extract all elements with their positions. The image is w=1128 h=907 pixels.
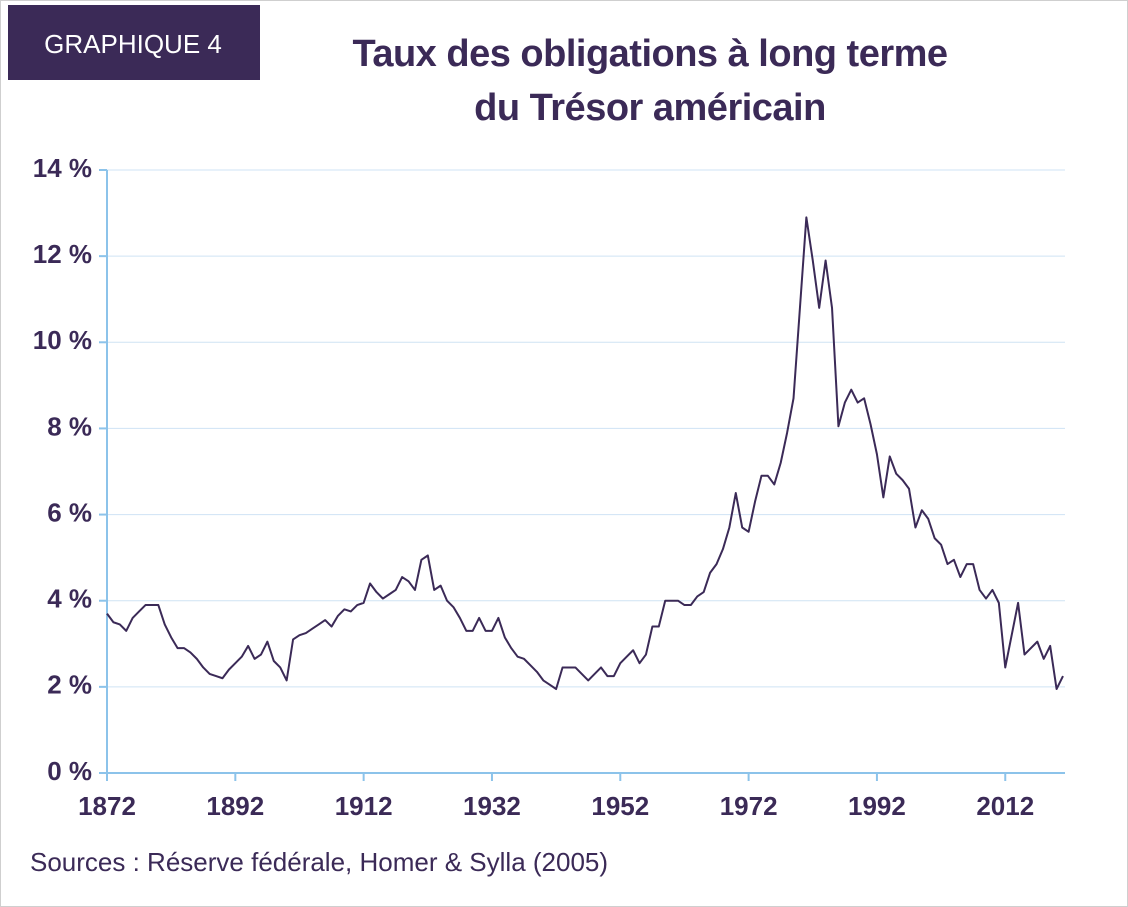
y-tick-label: 6 % bbox=[47, 497, 92, 527]
x-tick-label: 1952 bbox=[591, 791, 649, 821]
source-note: Sources : Réserve fédérale, Homer & Syll… bbox=[30, 847, 608, 877]
y-tick-label: 8 % bbox=[47, 411, 92, 441]
x-tick-label: 1892 bbox=[206, 791, 264, 821]
x-tick-label: 1992 bbox=[848, 791, 906, 821]
chart-title: Taux des obligations à long terme du Tré… bbox=[352, 33, 948, 129]
y-tick-label: 2 % bbox=[47, 670, 92, 700]
y-tick-label: 14 % bbox=[33, 153, 92, 183]
label-box bbox=[8, 5, 260, 80]
y-tick-label: 10 % bbox=[33, 325, 92, 355]
y-tick-label: 12 % bbox=[33, 239, 92, 269]
x-tick-label: 1932 bbox=[463, 791, 521, 821]
data-line bbox=[106, 216, 1064, 691]
x-tick-label: 1872 bbox=[78, 791, 136, 821]
x-tick-label: 1912 bbox=[335, 791, 393, 821]
x-tick-label: 1972 bbox=[720, 791, 778, 821]
x-tick-label: 2012 bbox=[976, 791, 1034, 821]
chart-label: GRAPHIQUE 4 bbox=[44, 29, 222, 59]
y-tick-label: 4 % bbox=[47, 584, 92, 614]
y-tick-label: 0 % bbox=[47, 756, 92, 786]
